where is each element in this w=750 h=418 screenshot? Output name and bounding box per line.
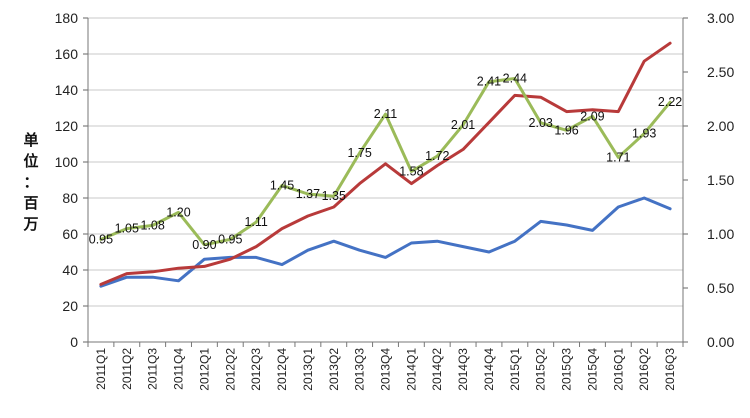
y-axis-title-char: 万 — [22, 215, 38, 233]
x-tick-label: 2012Q4 — [275, 348, 289, 391]
data-label: 0.95 — [89, 232, 113, 246]
data-label: 2.41 — [477, 75, 501, 89]
left-tick-label: 40 — [62, 262, 78, 278]
data-label: 1.58 — [399, 164, 423, 178]
x-tick-label: 2015Q3 — [560, 348, 574, 391]
left-tick-label: 60 — [62, 226, 78, 242]
y-axis-title-char: 位 — [23, 152, 38, 170]
left-tick-label: 160 — [55, 46, 79, 62]
data-label: 2.03 — [529, 116, 553, 130]
right-tick-label: 3.00 — [707, 10, 734, 26]
data-label: 1.35 — [322, 189, 346, 203]
x-tick-label: 2012Q2 — [223, 348, 237, 391]
data-label: 1.71 — [606, 150, 630, 164]
left-tick-label: 140 — [55, 82, 79, 98]
right-tick-label: 2.00 — [707, 118, 734, 134]
right-tick-label: 1.50 — [707, 172, 734, 188]
x-tick-label: 2012Q1 — [197, 348, 211, 391]
series-lines — [99, 41, 672, 288]
data-label: 1.93 — [632, 127, 656, 141]
left-tick-label: 20 — [62, 298, 78, 314]
x-tick-label: 2011Q4 — [172, 348, 186, 390]
x-tick-label: 2014Q3 — [456, 348, 470, 391]
right-tick-label: 0.50 — [707, 280, 734, 296]
left-tick-label: 120 — [55, 118, 79, 134]
x-tick-label: 2013Q3 — [353, 348, 367, 391]
tick-labels: 0 20 40 60 80 100 120 140 160 180 0.00 0.50 1.00 1.50… — [55, 10, 735, 391]
y-axis-title-char: 单 — [23, 131, 38, 149]
data-label: 1.72 — [425, 149, 449, 163]
axes — [83, 17, 688, 347]
x-tick-label: 2015Q1 — [508, 348, 522, 391]
x-tick-label: 2013Q2 — [327, 348, 341, 391]
right-tick-label: 2.50 — [707, 64, 734, 80]
left-tick-label: 80 — [62, 190, 78, 206]
data-label: 0.90 — [192, 238, 216, 252]
data-label: 1.37 — [296, 187, 320, 201]
x-tick-label: 2013Q1 — [301, 348, 315, 391]
x-tick-label: 2014Q1 — [404, 348, 418, 391]
x-tick-label: 2016Q2 — [637, 348, 651, 391]
data-label: 1.11 — [244, 215, 267, 229]
data-label: 0.95 — [218, 232, 242, 246]
x-tick-label: 2015Q4 — [585, 348, 599, 391]
data-label: 2.44 — [503, 71, 527, 85]
left-tick-label: 180 — [55, 10, 79, 26]
data-label: 1.45 — [270, 178, 294, 192]
data-label: 1.20 — [166, 205, 190, 219]
data-labels: 0.951.05 1.081.200.90 0.951.111.451.37 1.35… — [89, 71, 683, 251]
data-label: 2.09 — [580, 109, 604, 123]
data-label: 1.05 — [115, 222, 139, 236]
x-tick-label: 2012Q3 — [249, 348, 263, 391]
x-tick-label: 2014Q2 — [430, 348, 444, 391]
gridlines — [88, 17, 683, 307]
x-tick-label: 2013Q4 — [379, 348, 393, 391]
x-tick-label: 2015Q2 — [534, 348, 548, 391]
data-label: 2.11 — [374, 107, 397, 121]
right-tick-label: 0.00 — [707, 334, 734, 350]
y-axis-title-char: 百 — [23, 194, 38, 212]
x-tick-label: 2011Q1 — [94, 348, 108, 390]
data-label: 2.01 — [451, 118, 475, 132]
left-tick-label: 0 — [70, 334, 78, 350]
x-tick-label: 2011Q2 — [120, 348, 134, 390]
data-label: 1.96 — [554, 123, 578, 137]
data-label: 1.75 — [347, 146, 371, 160]
y-axis-title: 单位 ： 百万 — [22, 131, 38, 233]
series-line-2 — [99, 41, 672, 286]
data-label: 2.22 — [658, 95, 682, 109]
right-tick-label: 1.00 — [707, 226, 734, 242]
x-tick-label: 2011Q3 — [146, 348, 160, 390]
series-line-3 — [99, 77, 672, 247]
left-tick-label: 100 — [55, 154, 79, 170]
x-tick-label: 2014Q4 — [482, 348, 496, 391]
x-tick-label: 2016Q3 — [663, 348, 677, 391]
y-axis-title-char: ： — [23, 173, 38, 191]
x-tick-label: 2016Q1 — [611, 348, 625, 391]
data-label: 1.08 — [141, 218, 165, 232]
